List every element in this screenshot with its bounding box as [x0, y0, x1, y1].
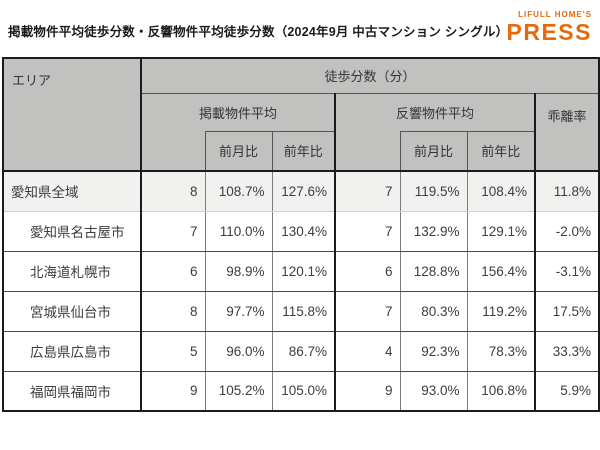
response-mom-cell: 132.9%: [399, 210, 468, 252]
column-header-response-average: 反響物件平均: [334, 92, 536, 131]
response-mom-cell: 119.5%: [399, 170, 468, 212]
deviation-cell: 11.8%: [533, 170, 600, 212]
table-row: 福岡県福岡市 9 105.2% 105.0% 9 93.0% 106.8% 5.…: [2, 370, 600, 412]
table-row: 広島県広島市 5 96.0% 86.7% 4 92.3% 78.3% 33.3%: [2, 330, 600, 372]
listed-mom-cell: 105.2%: [204, 370, 273, 412]
response-mom-cell: 80.3%: [399, 290, 468, 332]
response-yoy-cell: 78.3%: [466, 330, 536, 372]
empty-header-cell: [140, 131, 206, 172]
listed-yoy-cell: 105.0%: [271, 370, 336, 412]
column-header-listed-average: 掲載物件平均: [140, 92, 336, 131]
column-header-response-yoy: 前年比: [466, 130, 536, 172]
listed-yoy-cell: 86.7%: [271, 330, 336, 372]
listed-mom-cell: 98.9%: [204, 250, 273, 292]
response-yoy-cell: 119.2%: [466, 290, 536, 332]
area-cell: 愛知県名古屋市: [2, 210, 142, 252]
response-value-cell: 4: [334, 330, 401, 372]
listed-mom-cell: 97.7%: [204, 290, 273, 332]
listed-value-cell: 8: [140, 170, 206, 212]
table-row: 愛知県名古屋市 7 110.0% 130.4% 7 132.9% 129.1% …: [2, 210, 600, 252]
walk-minutes-table: エリア 徒歩分数（分） 掲載物件平均 反響物件平均 乖離率 前月比 前年比 前月…: [2, 57, 600, 412]
area-cell: 愛知県全域: [2, 170, 142, 212]
listed-yoy-cell: 120.1%: [271, 250, 336, 292]
response-yoy-cell: 156.4%: [466, 250, 536, 292]
listed-yoy-cell: 127.6%: [271, 170, 336, 212]
header-row-2: 掲載物件平均 反響物件平均 乖離率: [3, 92, 600, 172]
header-row-1: エリア 徒歩分数（分）: [2, 57, 600, 172]
listed-value-cell: 9: [140, 370, 206, 412]
column-header-deviation-rate: 乖離率: [533, 92, 600, 172]
listed-mom-cell: 110.0%: [204, 210, 273, 252]
header-row-3: 前月比 前年比 前月比 前年比: [3, 130, 599, 172]
response-value-cell: 7: [334, 290, 401, 332]
listed-mom-cell: 96.0%: [204, 330, 273, 372]
area-cell: 北海道札幌市: [2, 250, 142, 292]
logo-name: PRESS: [506, 19, 592, 45]
page-title: 掲載物件平均徒歩分数・反響物件平均徒歩分数（2024年9月 中古マンション シン…: [8, 25, 509, 39]
response-mom-cell: 93.0%: [399, 370, 468, 412]
response-value-cell: 7: [334, 170, 401, 212]
deviation-cell: 5.9%: [533, 370, 600, 412]
listed-yoy-cell: 115.8%: [271, 290, 336, 332]
area-cell: 宮城県仙台市: [2, 290, 142, 332]
response-value-cell: 6: [334, 250, 401, 292]
response-mom-cell: 128.8%: [399, 250, 468, 292]
response-value-cell: 7: [334, 210, 401, 252]
response-value-cell: 9: [334, 370, 401, 412]
column-header-listed-yoy: 前年比: [271, 130, 336, 172]
deviation-cell: -2.0%: [533, 210, 600, 252]
response-mom-cell: 92.3%: [399, 330, 468, 372]
deviation-cell: 17.5%: [533, 290, 600, 332]
listed-mom-cell: 108.7%: [204, 170, 273, 212]
listed-value-cell: 6: [140, 250, 206, 292]
listed-value-cell: 8: [140, 290, 206, 332]
column-header-walk-minutes: 徒歩分数（分）: [139, 57, 600, 94]
listed-yoy-cell: 130.4%: [271, 210, 336, 252]
response-yoy-cell: 129.1%: [466, 210, 536, 252]
listed-value-cell: 5: [140, 330, 206, 372]
table-row: 愛知県全域 8 108.7% 127.6% 7 119.5% 108.4% 11…: [2, 170, 600, 212]
area-cell: 広島県広島市: [2, 330, 142, 372]
table-row: 宮城県仙台市 8 97.7% 115.8% 7 80.3% 119.2% 17.…: [2, 290, 600, 332]
column-header-listed-mom: 前月比: [204, 130, 273, 172]
deviation-cell: -3.1%: [533, 250, 600, 292]
column-header-area: エリア: [2, 57, 142, 172]
column-header-response-mom: 前月比: [399, 130, 468, 172]
logo-tagline: LIFULL HOME'S: [518, 10, 592, 19]
response-yoy-cell: 108.4%: [466, 170, 536, 212]
table-row: 北海道札幌市 6 98.9% 120.1% 6 128.8% 156.4% -3…: [2, 250, 600, 292]
deviation-cell: 33.3%: [533, 330, 600, 372]
response-yoy-cell: 106.8%: [466, 370, 536, 412]
listed-value-cell: 7: [140, 210, 206, 252]
empty-header-cell: [334, 131, 401, 172]
area-cell: 福岡県福岡市: [2, 370, 142, 412]
lifull-homes-press-logo: LIFULL HOME'S PRESS: [507, 11, 592, 44]
